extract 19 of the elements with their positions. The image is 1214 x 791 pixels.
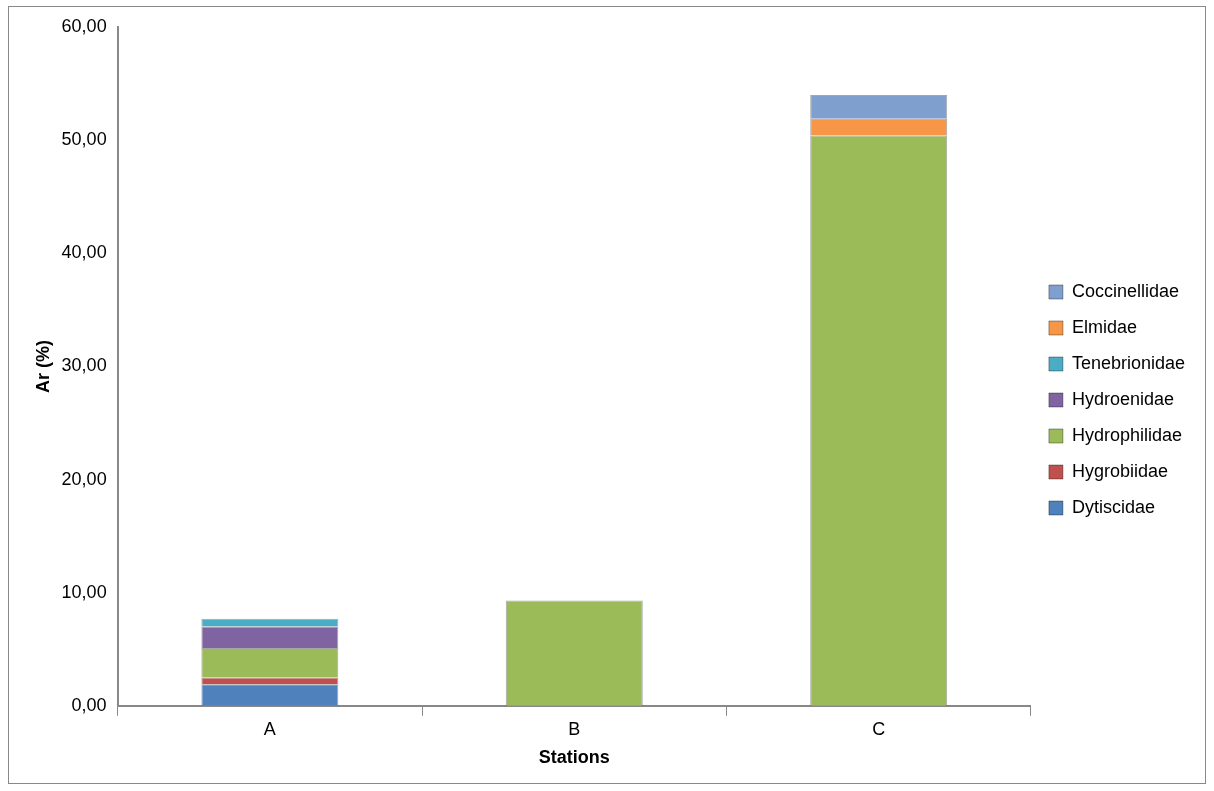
x-axis-title: Stations: [538, 747, 610, 768]
legend-label: Dytiscidae: [1071, 496, 1155, 517]
x-tick-label: A: [263, 718, 276, 739]
legend-label: Hydrophilidae: [1071, 424, 1182, 445]
x-tick-label: B: [568, 718, 581, 739]
legend-label: Hygrobiidae: [1071, 460, 1168, 481]
legend-label: Coccinellidae: [1071, 280, 1179, 301]
y-tick-label: 20,00: [61, 468, 107, 489]
legend-label: Hydroenidae: [1071, 388, 1174, 409]
y-tick-label: 10,00: [61, 581, 107, 602]
y-tick-label: 40,00: [61, 242, 107, 263]
legend-label: Tenebrionidae: [1071, 352, 1185, 373]
y-tick-label: 30,00: [61, 355, 107, 376]
legend-label: Elmidae: [1071, 316, 1137, 337]
y-tick-label: 0,00: [71, 694, 107, 715]
y-axis-title: Ar (%): [32, 339, 53, 393]
x-tick-label: C: [872, 718, 886, 739]
y-tick-label: 60,00: [61, 15, 107, 36]
y-tick-label: 50,00: [61, 129, 107, 150]
